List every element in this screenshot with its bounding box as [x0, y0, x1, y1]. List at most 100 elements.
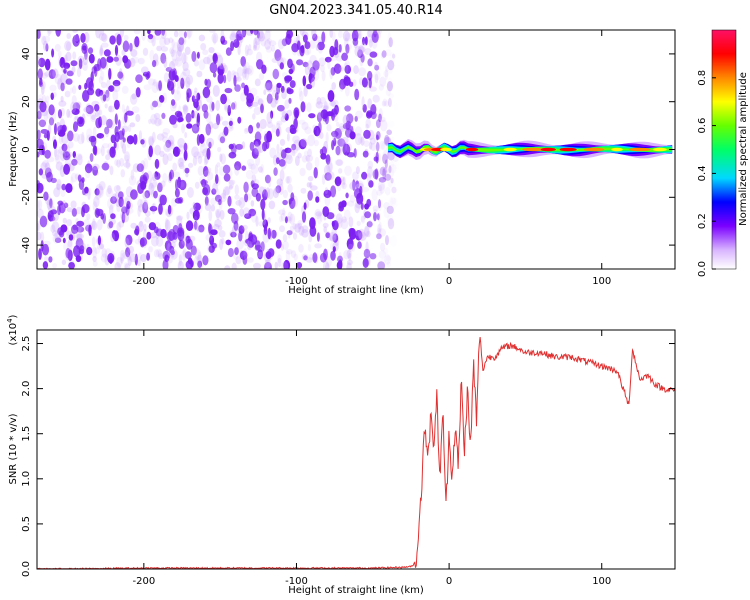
noise-speck	[77, 154, 83, 166]
noise-speck	[208, 222, 212, 234]
noise-speck	[287, 148, 293, 161]
spectrogram-y-label: Frequency (Hz)	[8, 111, 19, 187]
noise-speck	[150, 184, 155, 191]
noise-speck	[249, 141, 255, 151]
noise-speck	[71, 208, 78, 217]
noise-speck	[119, 157, 125, 167]
noise-speck	[325, 262, 330, 269]
noise-speck	[284, 99, 290, 109]
noise-speck	[233, 39, 240, 48]
noise-speck	[352, 79, 357, 87]
noise-speck	[303, 255, 308, 261]
noise-speck	[378, 221, 382, 233]
noise-speck	[108, 221, 114, 229]
noise-speck	[42, 35, 51, 43]
noise-speck	[98, 32, 107, 41]
noise-speck	[279, 179, 284, 188]
noise-speck	[301, 225, 309, 234]
noise-speck	[385, 235, 389, 246]
noise-speck	[382, 168, 386, 180]
noise-speck	[367, 58, 373, 67]
noise-speck	[356, 220, 361, 227]
noise-speck	[275, 239, 282, 249]
noise-speck	[341, 216, 347, 223]
noise-speck	[96, 185, 104, 198]
noise-speck	[328, 232, 337, 242]
noise-speck	[48, 256, 53, 263]
colorbar-label: Normalized spectral amplitude	[738, 72, 749, 226]
noise-speck	[368, 180, 374, 188]
noise-speck	[121, 128, 125, 136]
noise-speck	[363, 129, 371, 139]
noise-speck	[114, 44, 119, 56]
x-tick-label: -100	[285, 576, 308, 587]
noise-speck	[67, 239, 73, 251]
noise-speck	[137, 57, 145, 65]
noise-speck	[246, 240, 252, 251]
noise-speck	[200, 43, 207, 51]
noise-speck	[86, 213, 91, 221]
noise-speck	[187, 187, 194, 198]
noise-speck	[274, 185, 281, 195]
noise-speck	[112, 89, 119, 102]
noise-speck	[64, 66, 69, 72]
noise-speck	[236, 67, 243, 78]
noise-speck	[84, 166, 91, 179]
noise-speck	[387, 218, 395, 230]
noise-speck	[205, 233, 213, 242]
noise-speck	[219, 192, 227, 203]
noise-speck	[116, 34, 122, 46]
noise-speck	[291, 43, 299, 53]
noise-speck	[190, 245, 197, 256]
signal-hotspot	[503, 147, 517, 152]
noise-speck	[218, 198, 222, 206]
noise-speck	[291, 149, 296, 157]
noise-speck	[255, 215, 259, 227]
colorbar-tick-label: 0.8	[697, 70, 708, 86]
noise-speck	[54, 231, 58, 242]
noise-speck	[123, 262, 129, 269]
noise-speck	[394, 66, 401, 74]
noise-speck	[205, 112, 212, 123]
noise-speck	[191, 51, 197, 62]
noise-speck	[82, 62, 88, 71]
noise-speck	[208, 47, 215, 54]
noise-speck	[301, 211, 307, 223]
noise-speck	[331, 130, 339, 138]
noise-speck	[140, 139, 145, 145]
noise-speck	[396, 221, 401, 231]
noise-speck	[343, 76, 351, 86]
noise-speck	[61, 259, 67, 266]
noise-speck	[280, 212, 286, 222]
noise-speck	[94, 104, 100, 112]
colorbar-tick-label: 0.6	[697, 118, 708, 134]
noise-speck	[359, 185, 363, 196]
noise-speck	[66, 151, 73, 158]
noise-speck	[326, 171, 335, 181]
noise-speck	[369, 137, 376, 145]
noise-speck	[99, 57, 107, 69]
noise-speck	[231, 102, 236, 110]
noise-speck	[217, 63, 225, 70]
noise-speck	[114, 262, 121, 269]
noise-speck	[92, 218, 96, 230]
noise-speck	[72, 85, 77, 95]
noise-speck	[230, 143, 237, 155]
noise-speck	[314, 208, 322, 220]
noise-speck	[124, 112, 128, 123]
noise-speck	[174, 197, 183, 204]
noise-speck	[60, 95, 64, 103]
noise-speck	[298, 243, 304, 253]
noise-speck	[330, 250, 336, 261]
noise-speck	[270, 110, 274, 119]
noise-speck	[384, 159, 388, 169]
noise-speck	[345, 86, 350, 97]
noise-speck	[54, 235, 62, 242]
noise-speck	[119, 249, 126, 262]
x-tick-label: 100	[592, 576, 611, 587]
noise-speck	[196, 112, 200, 123]
noise-speck	[37, 182, 44, 194]
noise-speck	[63, 163, 70, 175]
noise-speck	[386, 81, 393, 92]
signal-hotspot	[559, 147, 577, 152]
